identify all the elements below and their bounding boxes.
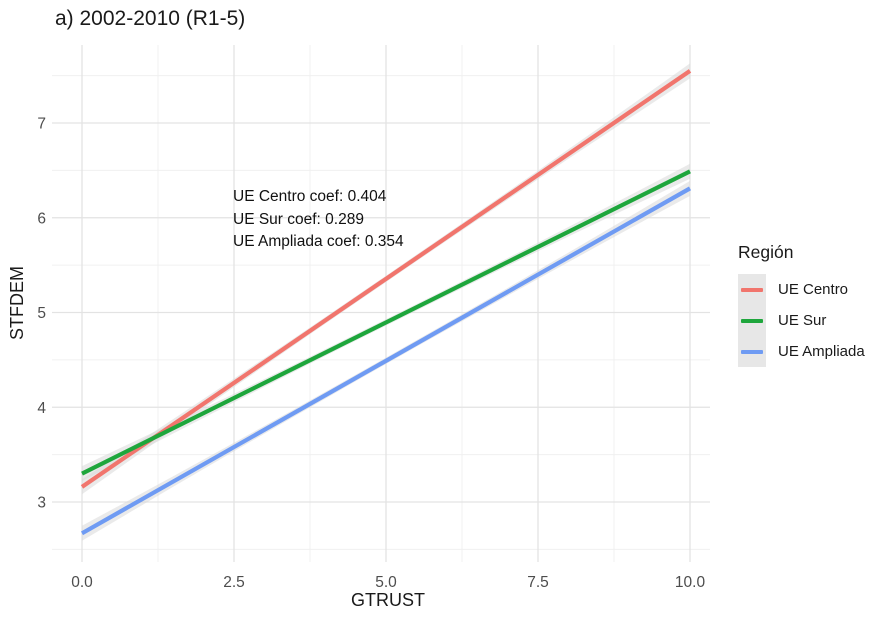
annotation-line-sur: UE Sur coef: 0.289 — [233, 210, 364, 228]
y-tick-label: 3 — [37, 495, 46, 512]
x-tick-label: 5.0 — [375, 574, 397, 591]
legend-item-ue-centro: UE Centro — [738, 274, 865, 305]
trend-line-ue-sur — [81, 169, 691, 476]
legend-item-ue-sur: UE Sur — [738, 305, 865, 336]
legend-key-box — [738, 305, 766, 336]
legend-key-box — [738, 336, 766, 367]
legend-label: UE Centro — [778, 281, 849, 298]
legend-line-swatch — [741, 349, 763, 354]
legend-line-swatch — [741, 287, 763, 292]
x-tick-label: 10.0 — [675, 574, 706, 591]
chart-title: a) 2002-2010 (R1-5) — [55, 7, 246, 30]
x-tick-label: 7.5 — [527, 574, 549, 591]
annotation-line-centro: UE Centro coef: 0.404 — [233, 188, 387, 205]
legend-key-box — [738, 274, 766, 305]
y-tick-label: 4 — [37, 400, 46, 417]
legend-label: UE Ampliada — [778, 343, 865, 360]
trend-line-ue-ampliada — [80, 186, 692, 536]
x-axis-title: GTRUST — [351, 590, 425, 610]
legend-line-swatch — [741, 318, 763, 323]
trend-line-ue-centro — [80, 69, 692, 489]
y-tick-label: 7 — [37, 116, 46, 133]
y-axis-title: STFDEM — [7, 266, 27, 340]
legend-item-ue-ampliada: UE Ampliada — [738, 336, 865, 367]
legend: Región UE Centro UE Sur UE Ampliada — [738, 242, 865, 367]
annotation-line-ampliada: UE Ampliada coef: 0.354 — [233, 233, 404, 250]
x-tick-label: 0.0 — [71, 574, 93, 591]
legend-label: UE Sur — [778, 312, 827, 329]
coefficient-annotation: UE Centro coef: 0.404 UE Sur coef: 0.289… — [233, 186, 404, 254]
y-tick-label: 5 — [37, 305, 46, 322]
x-tick-label: 2.5 — [223, 574, 245, 591]
y-tick-label: 6 — [37, 210, 46, 227]
legend-title: Región — [738, 242, 794, 262]
